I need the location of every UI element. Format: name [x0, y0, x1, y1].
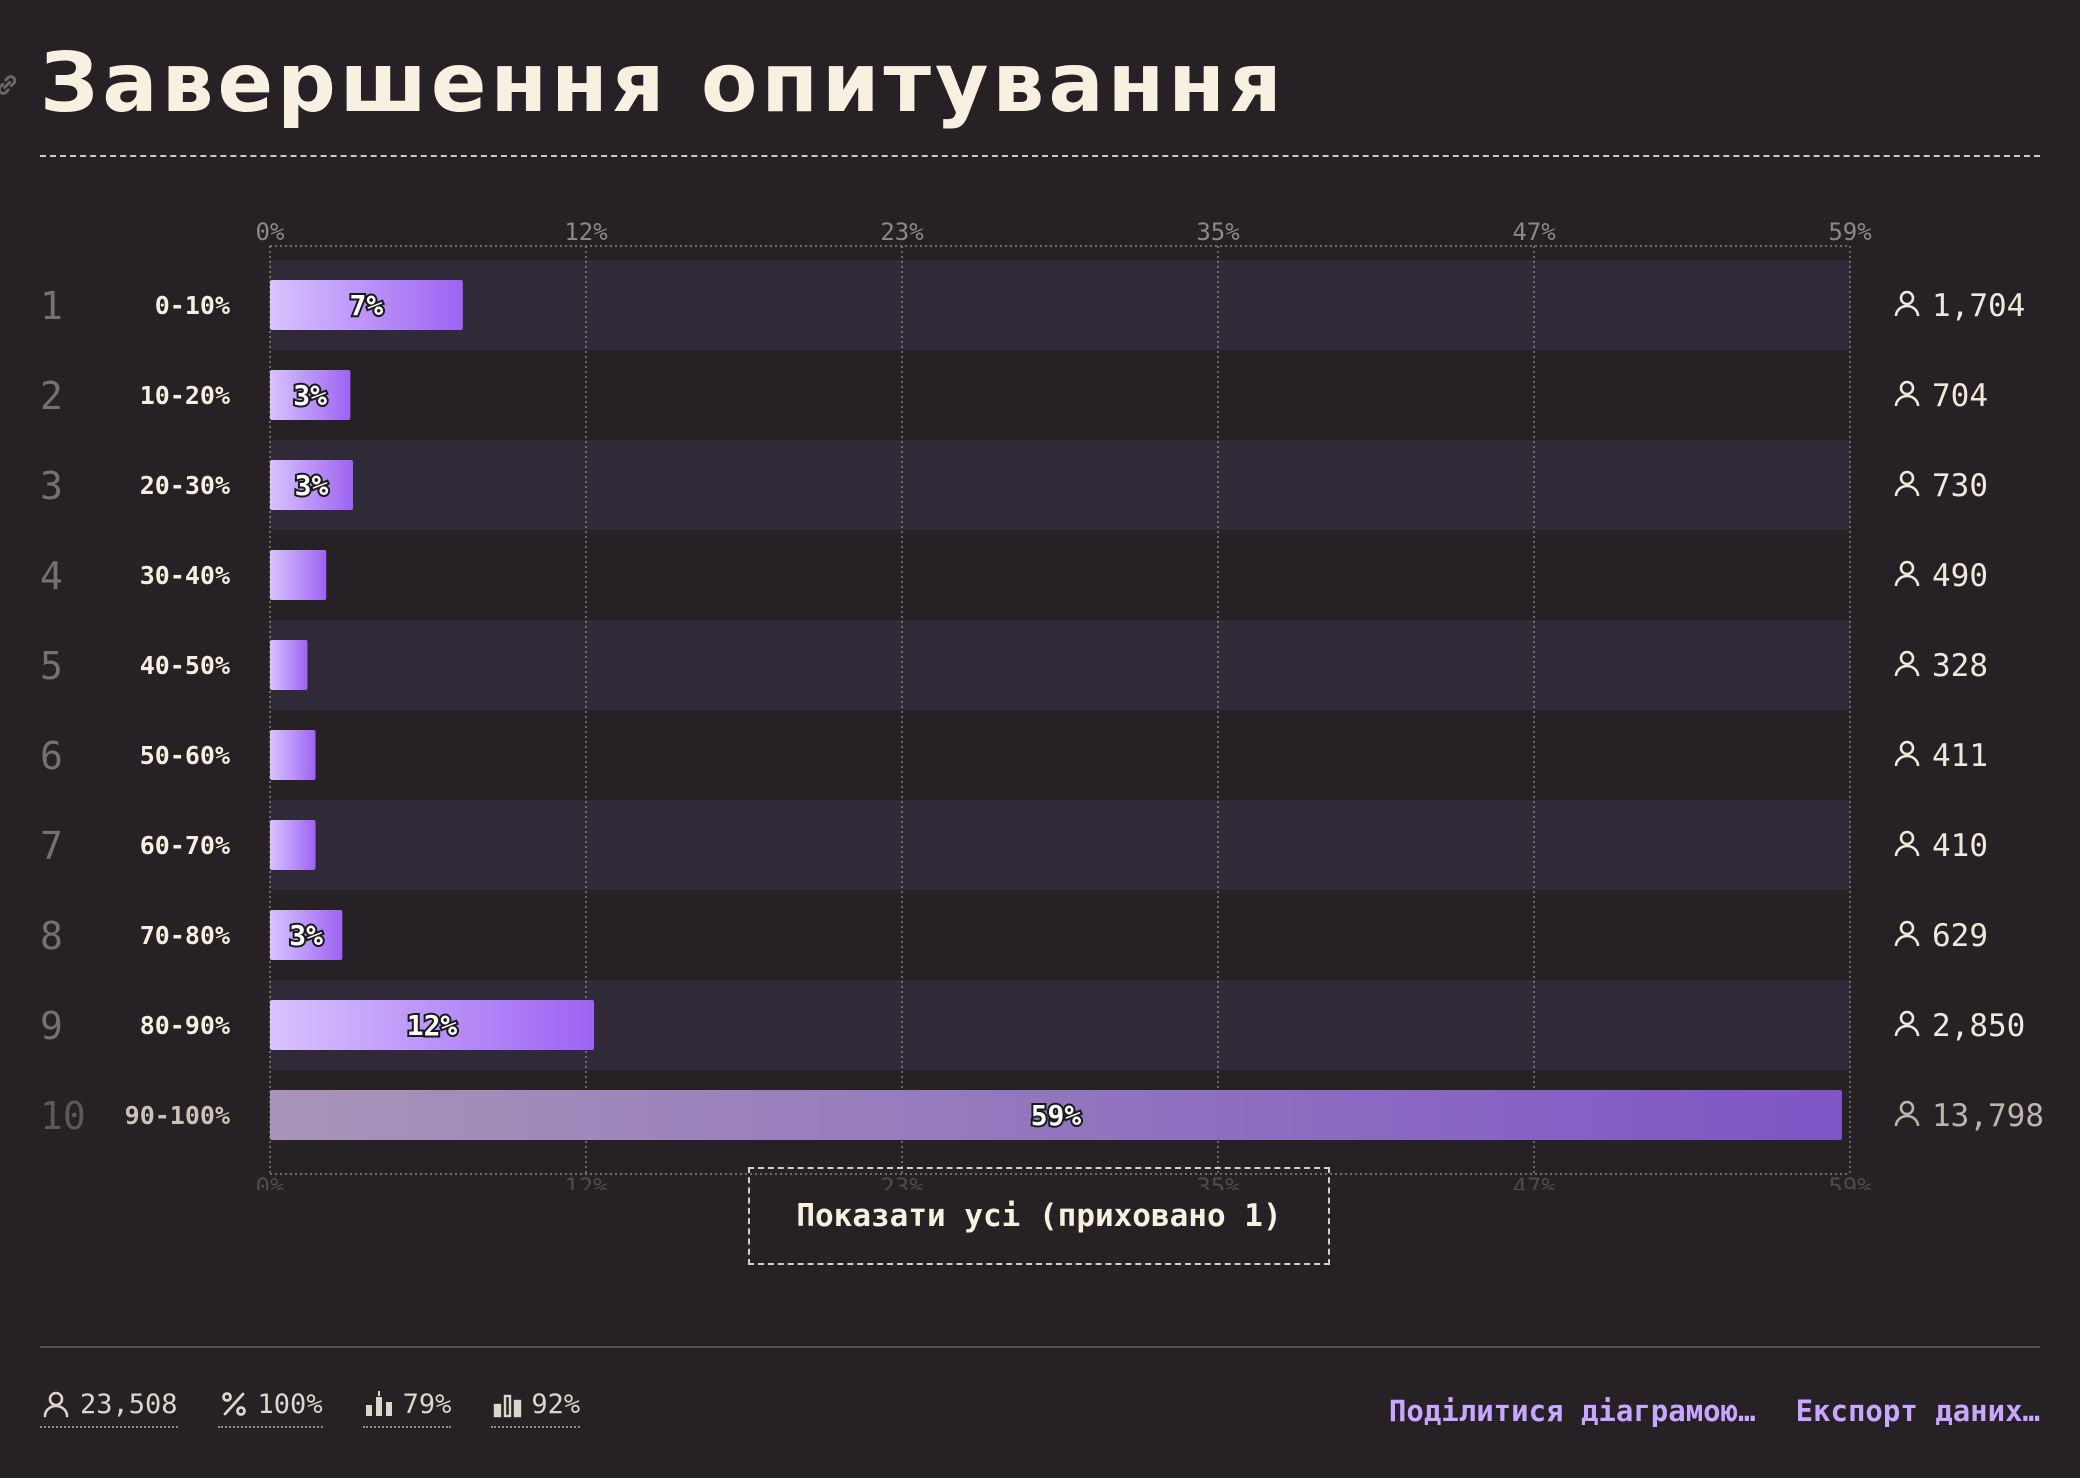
- x-tick-label-top: 35%: [1196, 218, 1240, 246]
- x-tick-label-bottom: 12%: [564, 1173, 608, 1190]
- median-value: 79%: [402, 1388, 452, 1420]
- footer-stats: 23,508 100% 79%: [40, 1388, 581, 1428]
- footer-divider: [40, 1346, 2040, 1348]
- x-tick-label-bottom: 35%: [1196, 1173, 1240, 1190]
- link-icon[interactable]: [0, 70, 22, 100]
- category-label: 10-20%: [140, 381, 230, 410]
- category-label: 30-40%: [140, 561, 230, 590]
- category-label: 90-100%: [125, 1101, 230, 1130]
- share-chart-link[interactable]: Поділитися діаграмою…: [1388, 1394, 1756, 1428]
- bar-value-label: 7%: [350, 289, 384, 322]
- bar[interactable]: [270, 640, 308, 690]
- category-label: 60-70%: [140, 831, 230, 860]
- x-tick-label-top: 23%: [880, 218, 924, 246]
- bars-icon: [494, 1394, 522, 1418]
- rank-label: 7: [40, 824, 63, 868]
- category-label: 40-50%: [140, 651, 230, 680]
- user-icon: [1894, 920, 1920, 948]
- bar[interactable]: [270, 730, 316, 780]
- rank-label: 5: [40, 644, 63, 688]
- category-label: 20-30%: [140, 471, 230, 500]
- row-band: [270, 440, 1850, 530]
- row-band: [270, 800, 1850, 890]
- percent-icon: [221, 1392, 246, 1416]
- bar[interactable]: [270, 280, 463, 330]
- x-tick-label-bottom: 47%: [1512, 1173, 1556, 1190]
- category-label: 50-60%: [140, 741, 230, 770]
- percent-stat[interactable]: 100%: [217, 1388, 323, 1428]
- category-label: 80-90%: [140, 1011, 230, 1040]
- user-icon: [1894, 740, 1920, 768]
- count-label: 730: [1932, 468, 1988, 504]
- bar[interactable]: [270, 460, 354, 510]
- x-tick-label-bottom: 23%: [880, 1173, 924, 1190]
- user-icon: [1894, 380, 1920, 408]
- count-label: 2,850: [1932, 1008, 2025, 1044]
- user-icon: [1894, 650, 1920, 678]
- median-stat[interactable]: 79%: [362, 1388, 452, 1428]
- bars-value: 92%: [531, 1388, 581, 1420]
- bar-value-label: 59%: [1031, 1099, 1082, 1132]
- bar[interactable]: [270, 1090, 1842, 1140]
- title-divider: [40, 155, 2040, 157]
- median-bars-icon: [365, 1391, 392, 1416]
- rank-label: 9: [40, 1004, 63, 1048]
- bar[interactable]: [270, 550, 327, 600]
- count-label: 629: [1932, 918, 1988, 954]
- count-label: 410: [1932, 828, 1988, 864]
- user-icon: [1894, 830, 1920, 858]
- rank-label: 10: [40, 1094, 86, 1138]
- count-label: 704: [1932, 378, 1988, 414]
- rank-label: 4: [40, 554, 63, 598]
- respondents-stat[interactable]: 23,508: [40, 1388, 178, 1428]
- rank-label: 1: [40, 284, 63, 328]
- x-tick-label-top: 0%: [256, 218, 285, 246]
- bars-stat[interactable]: 92%: [491, 1388, 581, 1428]
- footer-actions: Поділитися діаграмою… Експорт даних…: [1389, 1394, 2040, 1428]
- row-band: [270, 260, 1850, 350]
- x-tick-label-top: 12%: [564, 218, 608, 246]
- user-icon: [43, 1391, 69, 1418]
- bar-value-label: 12%: [407, 1009, 458, 1042]
- rank-label: 8: [40, 914, 63, 958]
- respondents-value: 23,508: [80, 1388, 178, 1420]
- user-icon: [1894, 290, 1920, 318]
- count-label: 1,704: [1932, 288, 2025, 324]
- rank-label: 6: [40, 734, 63, 778]
- row-band: [270, 620, 1850, 710]
- bar-chart: 0%0%12%12%23%23%35%35%47%47%59%59%1 0-10%…: [40, 218, 2044, 1190]
- export-data-link[interactable]: Експорт даних…: [1795, 1394, 2040, 1428]
- category-label: 70-80%: [140, 921, 230, 950]
- user-icon: [1894, 560, 1920, 588]
- count-label: 328: [1932, 648, 1988, 684]
- show-all-button[interactable]: Показати усі (приховано 1): [748, 1167, 1330, 1265]
- page-title: Завершення опитування: [40, 36, 1286, 131]
- x-tick-label-top: 47%: [1512, 218, 1556, 246]
- bar[interactable]: [270, 820, 316, 870]
- user-icon: [1894, 1100, 1920, 1128]
- x-tick-label-top: 59%: [1828, 218, 1872, 246]
- category-label: 0-10%: [155, 291, 230, 320]
- bar[interactable]: [270, 370, 351, 420]
- user-icon: [1894, 1010, 1920, 1038]
- count-label: 490: [1932, 558, 1988, 594]
- rank-label: 3: [40, 464, 63, 508]
- bar[interactable]: [270, 1000, 595, 1050]
- bar-value-label: 3%: [295, 469, 329, 502]
- count-label: 411: [1932, 738, 1988, 774]
- count-label: 13,798: [1932, 1098, 2044, 1134]
- x-tick-label-bottom: 59%: [1828, 1173, 1872, 1190]
- bar[interactable]: [270, 910, 343, 960]
- x-tick-label-bottom: 0%: [256, 1173, 285, 1190]
- percent-value: 100%: [257, 1388, 323, 1420]
- bar-value-label: 3%: [289, 919, 323, 952]
- bar-value-label: 3%: [293, 379, 327, 412]
- user-icon: [1894, 470, 1920, 498]
- rank-label: 2: [40, 374, 63, 418]
